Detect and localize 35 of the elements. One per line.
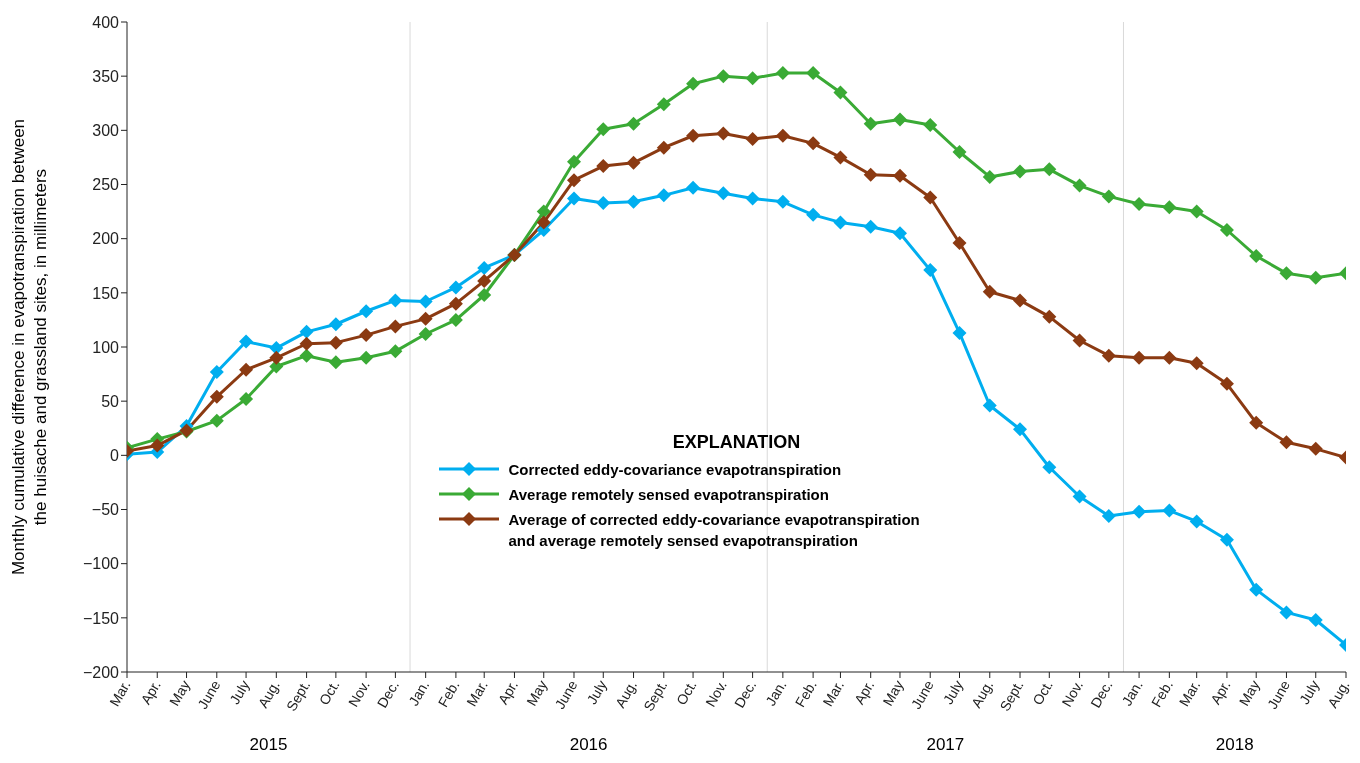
- y-tick-label: −150: [82, 609, 120, 627]
- x-tick-label: Oct.: [672, 677, 700, 708]
- y-axis-title: Monthly cumulative difference in evapotranspiration between the huisache and grassland sites, in millimeters: [8, 117, 51, 578]
- legend-label: Average remotely sensed evapotranspiration: [508, 485, 829, 505]
- y-tick-label: 50: [101, 392, 120, 410]
- y-tick-label: 150: [92, 284, 120, 302]
- x-tick-label: Oct.: [1029, 677, 1056, 708]
- y-tick-label: 350: [92, 67, 120, 85]
- legend-title: EXPLANATION: [671, 432, 802, 453]
- y-tick-label: −50: [91, 501, 120, 519]
- y-tick-label: 400: [92, 13, 120, 31]
- y-tick-label: 250: [92, 176, 120, 194]
- x-tick-label: Jan.: [762, 677, 790, 709]
- x-tick-label: Feb.: [1148, 677, 1176, 710]
- y-tick-label: 300: [92, 122, 120, 140]
- y-tick-label: −200: [82, 663, 120, 681]
- x-tick-label: Apr.: [850, 677, 878, 708]
- legend-label: Average of corrected eddy-covariance evapotranspiration and average remotely sensed evapotranspiration: [508, 510, 921, 551]
- x-tick-label: Jan.: [405, 677, 433, 709]
- text: 2017: [925, 735, 966, 755]
- x-tick-label: Apr.: [494, 677, 522, 708]
- x-tick-label: Apr.: [1207, 677, 1234, 708]
- y-tick-label: 100: [92, 338, 120, 356]
- y-tick-label: −100: [82, 555, 120, 573]
- x-tick-label: Oct.: [315, 677, 343, 708]
- y-tick-label: 200: [92, 230, 120, 248]
- text: 2015: [248, 735, 289, 755]
- x-tick-label: Apr.: [137, 677, 164, 708]
- legend-label: Corrected eddy-covariance evapotranspiration: [508, 460, 842, 480]
- x-tick-label: Feb.: [434, 677, 463, 710]
- x-tick-label: Jan.: [1118, 677, 1146, 709]
- text: 2018: [1214, 735, 1255, 755]
- y-tick-label: 0: [110, 447, 120, 465]
- text: 2016: [568, 735, 609, 755]
- x-tick-label: Feb.: [791, 677, 820, 710]
